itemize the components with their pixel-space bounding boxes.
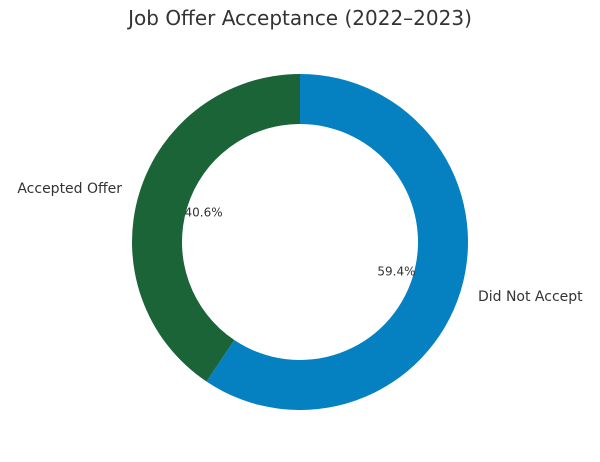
slice-did-not-accept bbox=[206, 74, 469, 410]
percentage-label: 59.4% bbox=[377, 264, 415, 278]
category-label: Accepted Offer bbox=[17, 181, 122, 197]
chart-title: Job Offer Acceptance (2022–2023) bbox=[126, 6, 472, 30]
labels-group: Did Not Accept 59.4% Accepted Offer 40.6% bbox=[17, 181, 583, 305]
slices-group bbox=[132, 74, 469, 410]
slice-accepted-offer bbox=[132, 74, 300, 382]
category-label: Did Not Accept bbox=[478, 289, 583, 305]
percentage-label: 40.6% bbox=[185, 206, 223, 220]
